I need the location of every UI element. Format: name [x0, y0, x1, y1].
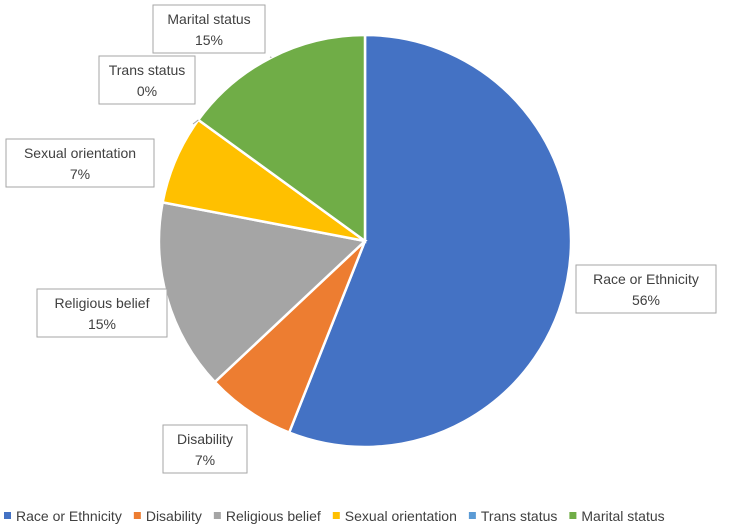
data-label-category: Religious belief — [55, 295, 150, 311]
legend-swatch — [133, 512, 141, 519]
data-label-trans-status: Trans status 0% — [98, 55, 196, 105]
legend-label: Disability — [146, 508, 202, 524]
legend-swatch — [468, 512, 476, 519]
legend-item-disability: Disability — [133, 508, 202, 524]
data-label-category: Sexual orientation — [24, 145, 136, 161]
leader-lines — [192, 56, 272, 125]
legend-item-religious-belief: Religious belief — [213, 508, 321, 524]
slice-race-or-ethnicity — [287, 33, 573, 449]
legend-label: Religious belief — [226, 508, 321, 524]
legend-swatch — [332, 512, 340, 519]
data-label-category: Race or Ethnicity — [593, 271, 699, 287]
data-label-marital-status: Marital status 15% — [152, 4, 266, 54]
data-label-box — [162, 424, 248, 474]
legend: Race or Ethnicity Disability Religious bel… — [4, 508, 665, 524]
data-label-category: Marital status — [167, 11, 250, 27]
legend-label: Race or Ethnicity — [16, 508, 122, 524]
data-label-box — [5, 138, 155, 188]
data-label-sexual-orientation: Sexual orientation 7% — [5, 138, 155, 188]
slice-marital-status — [196, 33, 367, 244]
legend-label: Sexual orientation — [345, 508, 457, 524]
data-label-value: 15% — [88, 316, 116, 332]
data-label-value: 7% — [70, 166, 90, 182]
data-labels: Race or Ethnicity 56% Disability 7% Religiou… — [5, 4, 717, 474]
legend-swatch — [4, 512, 11, 519]
legend-label: Marital status — [581, 508, 664, 524]
legend-item-sexual-orientation: Sexual orientation — [332, 508, 457, 524]
legend-swatch — [569, 512, 577, 519]
data-label-box — [98, 55, 196, 105]
legend-item-marital-status: Marital status — [569, 508, 665, 524]
data-label-category: Trans status — [109, 62, 186, 78]
data-label-religious-belief: Religious belief 15% — [36, 288, 168, 338]
data-label-box — [36, 288, 168, 338]
data-label-race-or-ethnicity: Race or Ethnicity 56% — [575, 264, 717, 314]
data-label-value: 0% — [137, 83, 157, 99]
data-label-value: 56% — [632, 292, 660, 308]
data-label-disability: Disability 7% — [162, 424, 248, 474]
pie-slices — [157, 33, 573, 449]
data-label-box — [575, 264, 717, 314]
data-label-value: 7% — [195, 452, 215, 468]
data-label-value: 15% — [195, 32, 223, 48]
legend-item-race-or-ethnicity: Race or Ethnicity — [4, 508, 122, 524]
leader-line-trans-status — [192, 119, 199, 125]
data-label-category: Disability — [177, 431, 233, 447]
legend-swatch — [213, 512, 221, 519]
data-label-box — [152, 4, 266, 54]
legend-item-trans-status: Trans status — [468, 508, 558, 524]
legend-label: Trans status — [481, 508, 558, 524]
